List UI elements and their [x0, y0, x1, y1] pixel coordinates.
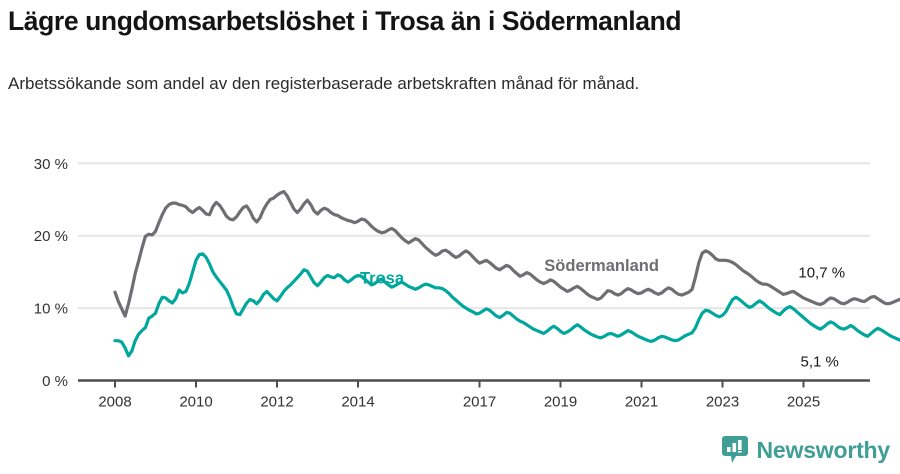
- bar-chart-speech-bubble-icon: [721, 436, 748, 464]
- y-axis-tick-labels: 0 % 10 % 20 % 30 %: [34, 156, 68, 390]
- x-tick-label: 2025: [787, 394, 820, 411]
- x-tick-label: 2023: [706, 394, 739, 411]
- newsworthy-logo[interactable]: Newsworthy: [721, 436, 891, 464]
- trosa-inline-label: Trosa: [360, 269, 405, 287]
- sodermanland-end-label: 10,7 %: [798, 265, 845, 282]
- x-axis-tick-labels: 2008 2010 2012 2014 2017 2019 2021 2023 2025: [98, 394, 820, 411]
- series-line-södermanland: [113, 189, 900, 318]
- y-tick-label: 10 %: [34, 301, 68, 318]
- y-tick-label: 30 %: [34, 156, 68, 173]
- sodermanland-inline-label: Södermanland: [544, 257, 659, 275]
- page-title: Lägre ungdomsarbetslöshet i Trosa än i S…: [8, 6, 682, 36]
- x-tick-label: 2019: [544, 394, 577, 411]
- x-tick-label: 2021: [625, 394, 658, 411]
- series-lines: [113, 189, 900, 358]
- x-tick-label: 2014: [341, 394, 374, 411]
- x-tick-label: 2017: [463, 394, 496, 411]
- x-tick-label: 2012: [260, 394, 293, 411]
- y-tick-label: 20 %: [34, 228, 68, 245]
- x-axis: [78, 379, 870, 388]
- trosa-end-label: 5,1 %: [801, 354, 839, 371]
- y-tick-label: 0 %: [42, 373, 68, 390]
- x-tick-label: 2010: [179, 394, 212, 411]
- x-tick-label: 2008: [98, 394, 131, 411]
- page-subtitle: Arbetssökande som andel av den registerb…: [8, 74, 640, 93]
- series-line-trosa: [113, 252, 900, 358]
- gridlines: [78, 162, 870, 310]
- chart-annotations: Trosa Södermanland 10,7 % 5,1 %: [360, 257, 845, 371]
- brand-name: Newsworthy: [756, 436, 891, 463]
